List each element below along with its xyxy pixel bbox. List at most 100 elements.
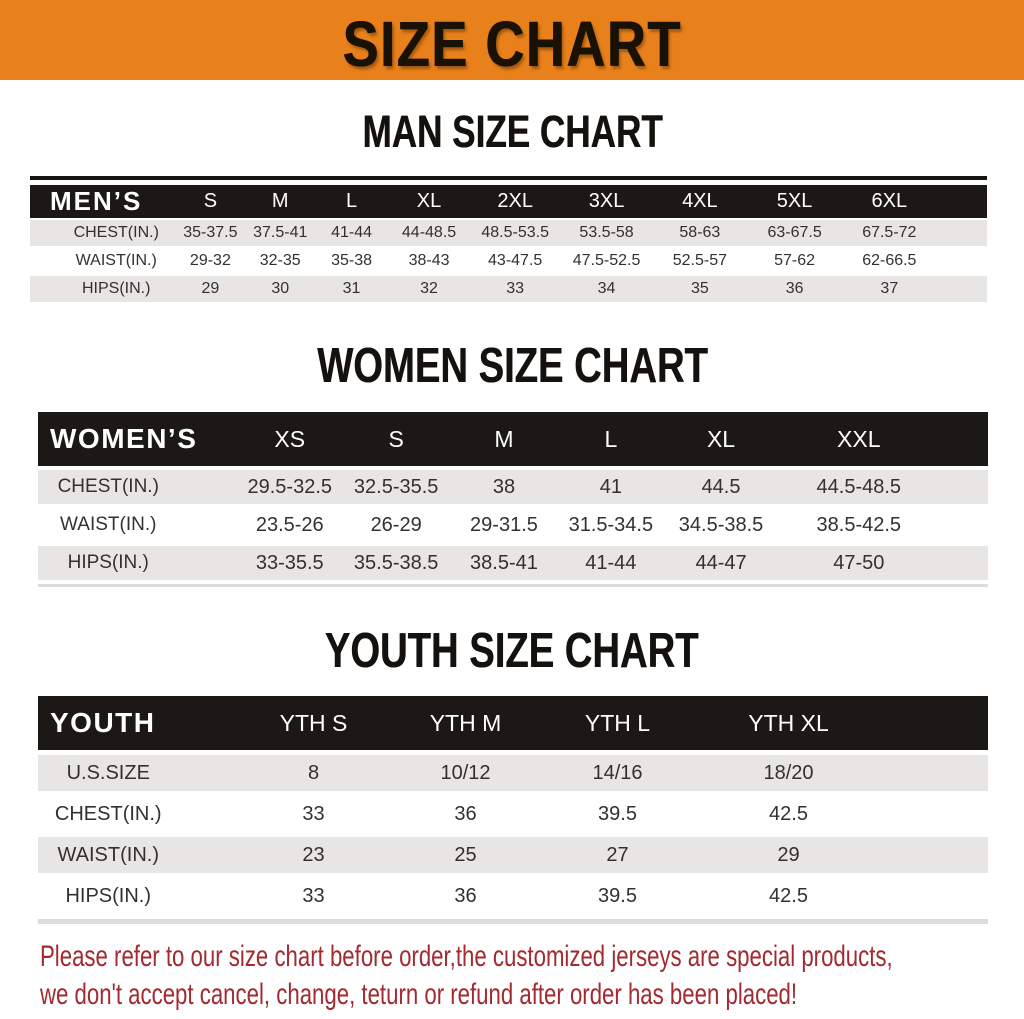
row-label: U.S.SIZE [38,755,238,791]
size-cell: 34.5-38.5 [664,508,779,542]
size-cell: 33 [237,796,390,832]
size-cell: 38 [450,470,558,504]
column-header: XL [664,412,779,466]
size-cell: 30 [245,276,316,302]
youth-section-heading: YOUTH SIZE CHART [0,623,1024,679]
womens-size-table: WOMEN’S XS S M L XL XXL CHEST(IN.) 29.5-… [38,408,988,587]
size-cell: 39.5 [541,796,694,832]
size-cell: 41 [557,470,665,504]
size-cell: 41-44 [557,546,665,580]
header-filler [939,412,988,466]
size-cell: 67.5-72 [842,220,937,246]
row-label: HIPS(IN.) [38,546,238,580]
row-label: WAIST(IN.) [38,508,238,542]
column-header: S [175,185,246,218]
size-cell: 41-44 [315,220,388,246]
column-header: XL [387,185,471,218]
size-cell: 62-66.5 [842,248,937,274]
size-cell: 37 [842,276,937,302]
youth-size-table: YOUTH YTH S YTH M YTH L YTH XL U.S.SIZE … [38,691,988,924]
size-cell: 32.5-35.5 [342,470,451,504]
row-filler [936,276,987,302]
women-section-heading-text: WOMEN SIZE CHART [316,339,708,393]
table-row: WAIST(IN.) 23.5-26 26-29 29-31.5 31.5-34… [38,508,988,542]
size-cell: 33 [470,276,561,302]
size-cell: 27 [541,837,694,873]
size-cell: 37.5-41 [245,220,316,246]
size-cell: 35-38 [315,248,388,274]
column-header: 2XL [470,185,561,218]
table-row: WAIST(IN.) 23 25 27 29 [38,837,988,873]
size-cell: 38.5-41 [450,546,558,580]
row-filler [939,470,988,504]
size-cell: 36 [389,796,542,832]
table-row: HIPS(IN.) 33 36 39.5 42.5 [38,878,988,914]
mens-size-table: MEN’S S M L XL 2XL 3XL 4XL 5XL 6XL CHEST… [30,176,987,304]
size-cell: 43-47.5 [470,248,561,274]
row-filler [883,878,988,914]
banner: SIZE CHART [0,0,1024,80]
banner-title: SIZE CHART [342,8,682,80]
column-header: L [557,412,665,466]
disclaimer-line-2: we don't accept cancel, change, teturn o… [40,978,798,1011]
table-row: U.S.SIZE 8 10/12 14/16 18/20 [38,755,988,791]
size-cell: 47-50 [778,546,940,580]
size-cell: 33-35.5 [237,546,342,580]
row-label: CHEST(IN.) [38,470,238,504]
size-cell: 52.5-57 [652,248,747,274]
disclaimer-line-1: Please refer to our size chart before or… [40,940,893,973]
size-cell: 38.5-42.5 [778,508,940,542]
size-cell: 35-37.5 [175,220,246,246]
row-label: WAIST(IN.) [38,837,238,873]
row-filler [883,837,988,873]
size-cell: 18/20 [693,755,884,791]
size-cell: 33 [237,878,390,914]
row-filler [936,220,987,246]
size-cell: 32-35 [245,248,316,274]
size-cell: 34 [560,276,653,302]
size-cell: 42.5 [693,878,884,914]
column-header: 6XL [842,185,937,218]
row-label: CHEST(IN.) [38,796,238,832]
size-cell: 31 [315,276,388,302]
table-row: HIPS(IN.) 29 30 31 32 33 34 35 36 37 [30,276,987,302]
column-header: XXL [778,412,940,466]
size-cell: 23.5-26 [237,508,342,542]
mens-header-row: MEN’S S M L XL 2XL 3XL 4XL 5XL 6XL [30,185,987,218]
table-row: CHEST(IN.) 33 36 39.5 42.5 [38,796,988,832]
row-filler [939,546,988,580]
size-cell: 63-67.5 [746,220,843,246]
size-cell: 8 [237,755,390,791]
header-filler [936,185,987,218]
size-cell: 29 [175,276,246,302]
size-cell: 44.5 [664,470,779,504]
man-section-heading-text: MAN SIZE CHART [361,106,663,157]
size-cell: 47.5-52.5 [560,248,653,274]
size-cell: 26-29 [342,508,451,542]
column-header: S [342,412,451,466]
size-cell: 53.5-58 [560,220,653,246]
column-header: M [245,185,316,218]
row-filler [936,248,987,274]
size-cell: 38-43 [387,248,471,274]
size-cell: 29 [693,837,884,873]
table-row: CHEST(IN.) 29.5-32.5 32.5-35.5 38 41 44.… [38,470,988,504]
header-filler [883,696,988,750]
size-cell: 58-63 [652,220,747,246]
size-cell: 39.5 [541,878,694,914]
column-header: YTH M [389,696,542,750]
size-cell: 44-47 [664,546,779,580]
size-cell: 29-32 [175,248,246,274]
womens-group-label: WOMEN’S [38,412,238,466]
size-cell: 29-31.5 [450,508,558,542]
row-filler [883,755,988,791]
size-cell: 25 [389,837,542,873]
size-cell: 35 [652,276,747,302]
row-filler [939,508,988,542]
size-cell: 36 [389,878,542,914]
table-row: CHEST(IN.) 35-37.5 37.5-41 41-44 44-48.5… [30,220,987,246]
size-cell: 31.5-34.5 [557,508,665,542]
table-row: HIPS(IN.) 33-35.5 35.5-38.5 38.5-41 41-4… [38,546,988,580]
row-label: CHEST(IN.) [30,220,176,246]
